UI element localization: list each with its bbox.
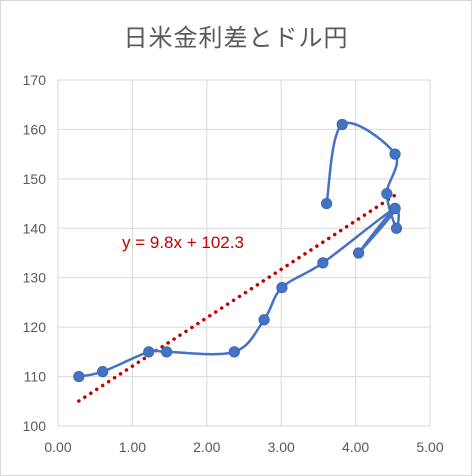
data-point [228,346,240,358]
y-tick-label: 110 [24,369,47,385]
data-point [276,281,288,294]
grid-lines [57,79,431,427]
trendline [77,192,399,403]
data-point [389,148,401,160]
trendline-equation: y = 9.8x + 102.3 [122,233,244,252]
x-tick-label: 0.00 [44,439,71,455]
y-tick-label: 120 [23,319,47,335]
series-group [73,118,403,383]
chart-title: 日米金利差とドル円 [123,24,349,52]
x-tick-label: 5.00 [416,439,443,455]
y-tick-label: 130 [23,270,47,286]
y-tick-label: 150 [23,171,47,187]
y-tick-label: 160 [23,121,47,137]
data-point [389,202,401,215]
y-tick-label: 140 [23,220,47,236]
x-axis-ticks: 0.00 1.00 2.00 3.00 4.00 5.00 [44,439,443,455]
x-tick-label: 2.00 [193,439,220,455]
data-point [97,366,109,378]
data-point [381,188,393,200]
data-point [336,118,348,131]
data-point [73,370,85,383]
data-point [390,222,403,234]
data-point [317,257,329,269]
data-point [258,314,270,326]
x-tick-label: 3.00 [268,439,295,455]
y-tick-label: 170 [23,72,47,88]
series-line [78,121,400,378]
x-tick-label: 1.00 [119,439,146,455]
trendline-group [77,192,399,403]
y-axis-ticks: 100 110 120 130 140 150 160 170 [23,72,47,434]
data-point [320,197,333,210]
x-tick-label: 4.00 [342,439,369,455]
data-point [352,247,365,259]
data-point [143,346,155,358]
y-tick-label: 100 [23,418,47,434]
data-point [161,346,173,358]
